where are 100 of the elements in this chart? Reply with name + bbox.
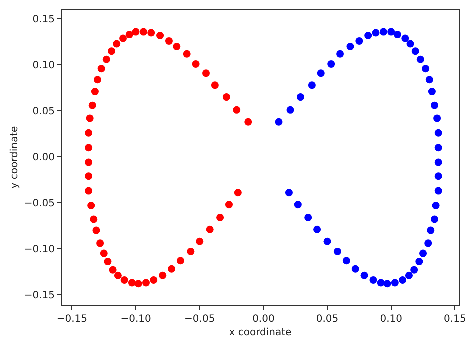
- y-tick-label: −0.05: [24, 198, 55, 210]
- point: [86, 114, 94, 122]
- point: [410, 266, 418, 274]
- point: [380, 28, 388, 36]
- x-tick-label: 0.00: [252, 314, 275, 325]
- point: [211, 82, 219, 90]
- point: [304, 214, 312, 222]
- point: [225, 201, 233, 209]
- point: [173, 43, 181, 51]
- point: [120, 276, 128, 284]
- y-tick-label: −0.15: [24, 290, 55, 302]
- point: [114, 272, 122, 280]
- point: [296, 94, 304, 102]
- point: [222, 94, 230, 102]
- point: [91, 88, 99, 96]
- y-tick-label: −0.10: [24, 244, 55, 256]
- point: [426, 76, 434, 84]
- point: [377, 279, 385, 287]
- point: [104, 258, 112, 266]
- point: [187, 248, 195, 256]
- y-tick-label: 0.00: [32, 152, 55, 164]
- point: [85, 158, 93, 166]
- point: [183, 50, 191, 58]
- point: [140, 28, 148, 36]
- point: [216, 214, 224, 222]
- point: [85, 187, 93, 195]
- point: [109, 266, 117, 274]
- point: [434, 158, 442, 166]
- point: [148, 29, 156, 37]
- point: [342, 257, 350, 265]
- point: [196, 238, 204, 246]
- point: [388, 28, 396, 36]
- point: [434, 129, 442, 137]
- point: [206, 226, 214, 234]
- x-tick-label: 0.10: [380, 314, 402, 325]
- point: [88, 202, 96, 210]
- point: [334, 248, 342, 256]
- point: [422, 65, 430, 73]
- point: [294, 201, 302, 209]
- point: [336, 50, 344, 58]
- point: [120, 34, 128, 42]
- point: [176, 257, 184, 265]
- point: [434, 114, 442, 122]
- point: [85, 144, 93, 152]
- point: [132, 28, 140, 36]
- point: [394, 31, 402, 39]
- point: [96, 240, 104, 248]
- x-tick-label: 0.05: [316, 314, 339, 325]
- point: [168, 265, 176, 273]
- point: [384, 280, 392, 288]
- y-tick-label: 0.10: [32, 60, 55, 72]
- point: [90, 216, 98, 224]
- point: [314, 226, 322, 234]
- point: [234, 189, 242, 197]
- point: [286, 106, 294, 114]
- y-tick-label: 0.15: [32, 14, 55, 26]
- point: [85, 172, 93, 180]
- point: [92, 226, 100, 234]
- point: [98, 65, 106, 73]
- point: [102, 56, 110, 64]
- point: [128, 279, 136, 287]
- x-tick-label: −0.15: [56, 314, 88, 325]
- point: [399, 276, 407, 284]
- point: [356, 38, 364, 45]
- point: [150, 276, 158, 284]
- point: [431, 216, 438, 224]
- point: [431, 102, 438, 110]
- point: [308, 82, 316, 90]
- point: [420, 250, 428, 258]
- point: [434, 187, 442, 195]
- point: [405, 272, 413, 280]
- point: [372, 29, 380, 37]
- y-tick-label: 0.05: [32, 106, 55, 118]
- point: [108, 48, 116, 56]
- point: [370, 276, 378, 284]
- point: [434, 144, 442, 152]
- point: [113, 40, 121, 48]
- point: [156, 32, 164, 40]
- point: [244, 118, 252, 126]
- point: [202, 70, 210, 78]
- point: [427, 226, 435, 234]
- point: [94, 76, 102, 84]
- point: [428, 88, 436, 96]
- point: [85, 129, 93, 137]
- y-axis-title: y coordinate: [9, 126, 20, 189]
- point: [126, 31, 134, 39]
- point: [424, 240, 432, 248]
- point: [285, 189, 293, 197]
- point: [412, 48, 420, 56]
- x-tick-label: −0.05: [184, 314, 216, 325]
- point: [142, 279, 150, 287]
- point: [352, 265, 360, 273]
- point: [360, 272, 368, 280]
- x-tick-label: −0.10: [120, 314, 152, 325]
- point: [346, 43, 354, 51]
- point: [406, 40, 414, 48]
- point: [432, 202, 440, 210]
- point: [324, 238, 332, 246]
- point: [364, 32, 372, 40]
- point: [317, 70, 325, 78]
